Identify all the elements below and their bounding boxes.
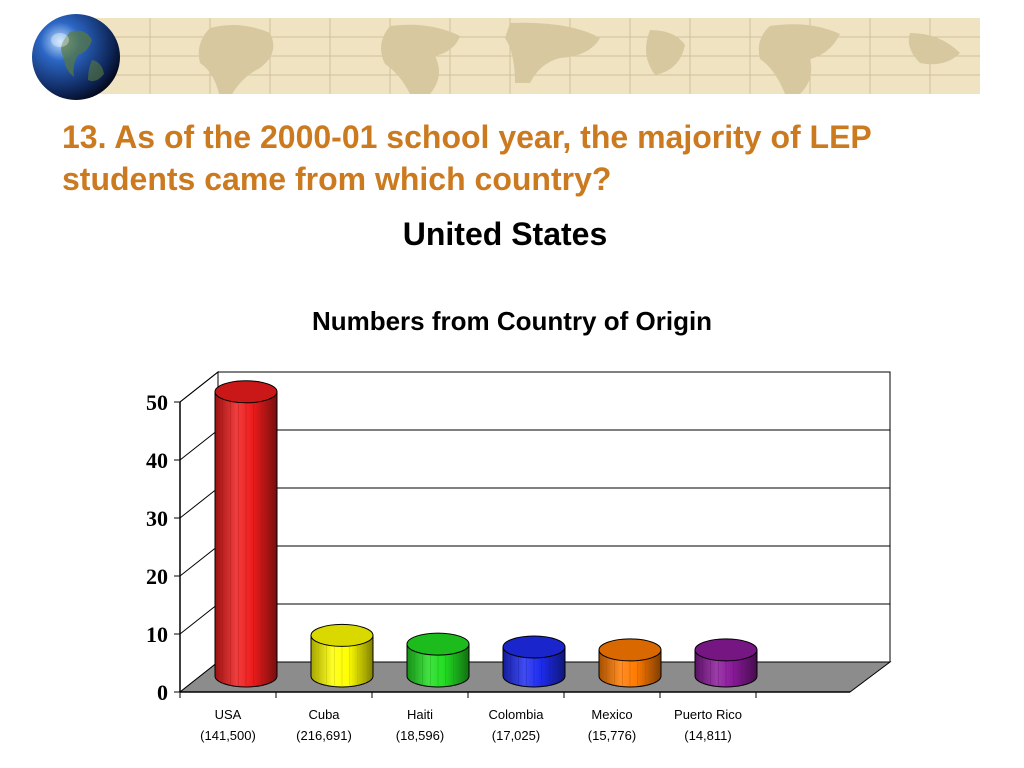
y-tick-label-2: 20 — [146, 564, 168, 589]
bar-top-cuba — [310, 623, 374, 647]
x-tick-label-5: Puerto Rico — [674, 707, 742, 722]
chart-back-wall — [217, 371, 891, 663]
y-tick-label-0: 0 — [157, 680, 168, 705]
x-tick-sublabel-0: (141,500) — [200, 728, 256, 743]
bar-top-puerto-rico — [694, 638, 758, 662]
x-tick-sublabel-3: (17,025) — [492, 728, 540, 743]
answer-text: United States — [402, 216, 608, 252]
x-tick-label-4: Mexico — [591, 707, 632, 722]
bar-top-mexico — [598, 638, 662, 662]
x-tick-sublabel-2: (18,596) — [396, 728, 444, 743]
x-tick-sublabel-5: (14,811) — [684, 728, 731, 743]
bar-chart-canvas: 0 10 20 30 40 50 USA (141,500) Cuba (216,691) Hait… — [146, 370, 892, 743]
y-tick-label-4: 40 — [146, 448, 168, 473]
x-tick-label-2: Haiti — [407, 707, 433, 722]
question-heading: 13. As of the 2000-01 school year, the m… — [62, 119, 872, 197]
x-tick-sublabel-1: (216,691) — [296, 728, 352, 743]
bar-top-colombia — [502, 635, 566, 659]
x-tick-label-0: USA — [215, 707, 242, 722]
x-tick-label-3: Colombia — [489, 707, 545, 722]
chart-title: Numbers from Country of Origin — [311, 306, 713, 336]
x-tick-label-1: Cuba — [308, 707, 340, 722]
chart: 0 10 20 30 40 50 USA (141,500) Cuba (216,691) Hait… — [0, 290, 1024, 768]
globe-icon — [30, 12, 122, 102]
bar-top-usa — [214, 380, 278, 404]
y-tick-label-5: 50 — [146, 390, 168, 415]
world-map-icon — [90, 18, 980, 94]
x-tick-sublabel-4: (15,776) — [588, 728, 636, 743]
chart-side-wall — [179, 370, 219, 694]
bar-top-haiti — [406, 632, 470, 656]
y-tick-label-3: 30 — [146, 506, 168, 531]
y-tick-label-1: 10 — [146, 622, 168, 647]
world-map-banner — [90, 18, 980, 94]
gridline-5 — [179, 371, 890, 403]
